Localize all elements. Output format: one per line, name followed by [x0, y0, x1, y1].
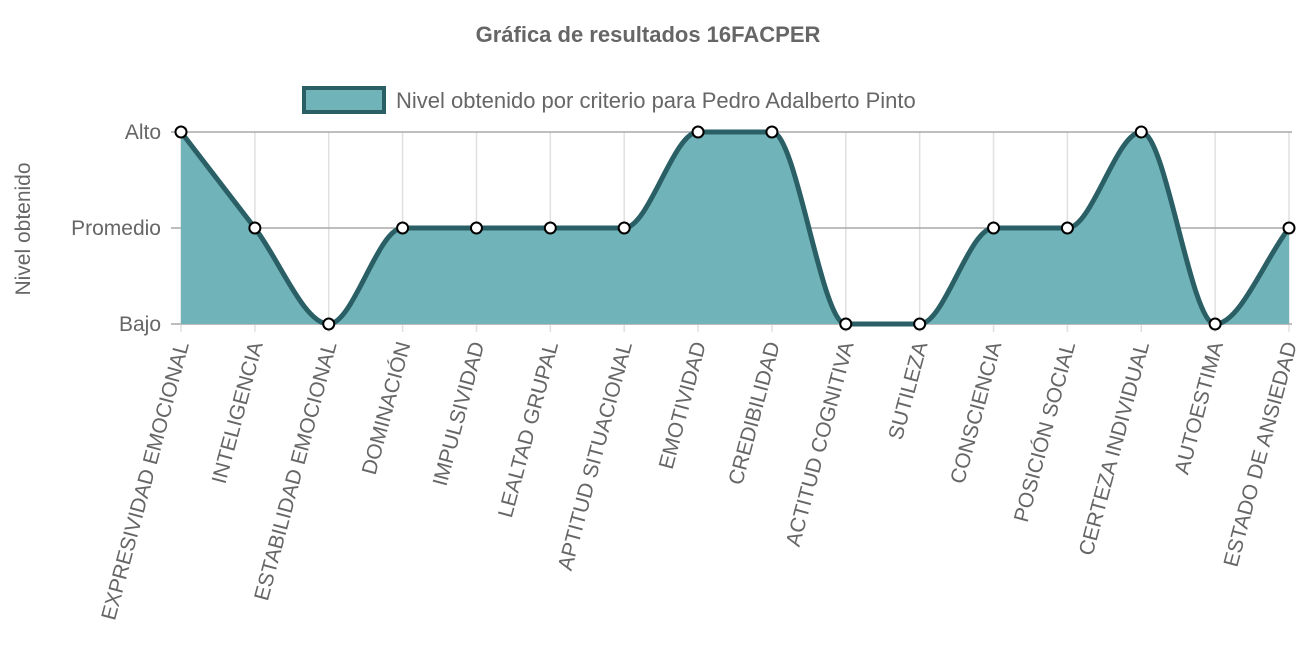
x-tick-label: CONSCIENCIA: [946, 339, 1006, 486]
x-tick-label: ESTABILIDAD EMOCIONAL: [250, 339, 341, 603]
x-tick-label: POSICIÓN SOCIAL: [1010, 339, 1080, 524]
x-tick-label: IMPULSIVIDAD: [429, 339, 490, 488]
data-point[interactable]: [1282, 221, 1296, 235]
chart-title: Gráfica de resultados 16FACPER: [476, 22, 821, 47]
y-tick-labels: Bajo Promedio Alto: [71, 121, 161, 336]
x-tick-label: LEALTAD GRUPAL: [494, 339, 563, 520]
x-tick-label: EMOTIVIDAD: [655, 339, 711, 471]
data-point[interactable]: [691, 125, 705, 139]
data-point[interactable]: [617, 221, 631, 235]
x-tick-labels: EXPRESIVIDAD EMOCIONAL INTELIGENCIAESTABI…: [97, 339, 1296, 622]
x-tick-label: ESTADO DE ANSIEDAD: [1220, 339, 1296, 569]
legend-label: Nivel obtenido por criterio para Pedro A…: [396, 88, 916, 113]
x-tick-label: SUTILEZA: [884, 339, 932, 442]
data-point[interactable]: [543, 221, 557, 235]
data-point[interactable]: [1060, 221, 1074, 235]
data-point[interactable]: [469, 221, 483, 235]
data-point[interactable]: [1208, 317, 1222, 331]
x-tick-label: CERTEZA INDIVIDUAL: [1075, 339, 1154, 558]
y-tick-label: Alto: [125, 121, 161, 144]
y-tick-label: Promedio: [71, 217, 161, 240]
y-tick-label: Bajo: [119, 313, 161, 336]
legend[interactable]: Nivel obtenido por criterio para Pedro A…: [302, 86, 916, 114]
data-point[interactable]: [396, 221, 410, 235]
data-point[interactable]: [174, 125, 188, 139]
x-tick-label: INTELIGENCIA: [208, 339, 268, 486]
x-tick-label: ACTITUD COGNITIVA: [782, 339, 859, 549]
series-area-fill: [181, 132, 1289, 324]
x-tick-label: EXPRESIVIDAD EMOCIONAL: [97, 339, 194, 622]
data-point[interactable]: [322, 317, 336, 331]
data-point[interactable]: [839, 317, 853, 331]
data-point[interactable]: [987, 221, 1001, 235]
x-tick-label: CREDIBILIDAD: [724, 339, 784, 487]
x-tick-label: AUTOESTIMA: [1171, 339, 1228, 476]
x-tick-label: DOMINACIÓN: [358, 339, 416, 477]
y-axis-title: Nivel obtenido: [12, 162, 35, 295]
data-point[interactable]: [248, 221, 262, 235]
series-points: [174, 125, 1296, 331]
data-point[interactable]: [1134, 125, 1148, 139]
data-point[interactable]: [913, 317, 927, 331]
legend-swatch: [302, 86, 386, 114]
x-tick-label: APTITUD SITUACIONAL: [554, 339, 637, 573]
data-point[interactable]: [765, 125, 779, 139]
